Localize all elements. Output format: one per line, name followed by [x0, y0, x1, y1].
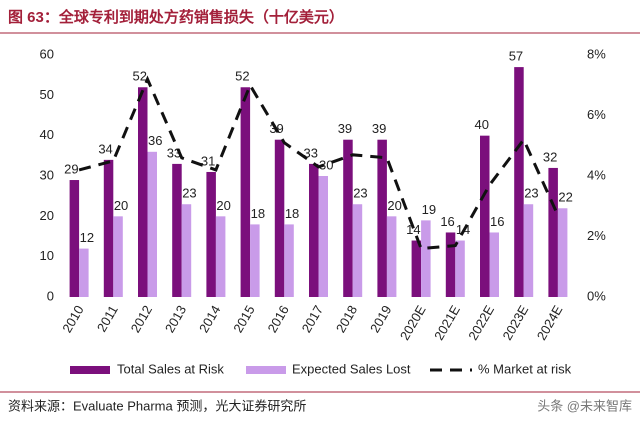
x-tick-label: 2010 — [59, 303, 86, 336]
x-tick-label: 2014 — [196, 303, 223, 336]
value-label: 20 — [387, 198, 401, 213]
bar — [489, 232, 499, 297]
value-label: 52 — [133, 69, 147, 84]
legend-label: Expected Sales Lost — [292, 361, 411, 376]
x-tick-label: 2015 — [230, 303, 257, 336]
bar — [103, 159, 114, 297]
legend-label: % Market at risk — [478, 361, 572, 376]
value-label: 36 — [148, 133, 162, 148]
y-tick-label: 40 — [40, 127, 54, 142]
bar — [309, 163, 319, 297]
bar — [514, 67, 524, 297]
bar — [548, 167, 558, 297]
value-label: 23 — [524, 186, 538, 201]
value-label: 33 — [304, 145, 318, 160]
value-label: 23 — [353, 186, 367, 201]
y-tick-label: 0 — [47, 288, 54, 303]
value-label: 39 — [338, 121, 352, 136]
x-tick-label: 2024E — [534, 302, 566, 342]
bar — [411, 240, 422, 297]
y2-tick-label: 2% — [587, 228, 606, 243]
value-label: 31 — [201, 153, 215, 168]
value-label: 29 — [64, 161, 78, 176]
source: 资料来源：Evaluate Pharma 预测，光大证券研究所 — [8, 398, 306, 413]
value-label: 52 — [235, 69, 249, 84]
bar — [386, 216, 397, 297]
bar — [377, 139, 387, 297]
watermark: 头条 @未来智库 — [537, 398, 632, 413]
bar — [147, 151, 157, 297]
value-label: 23 — [182, 186, 196, 201]
value-label: 20 — [114, 198, 128, 213]
bar — [172, 163, 182, 297]
value-label: 14 — [406, 222, 420, 237]
x-tick-label: 2021E — [431, 302, 463, 342]
bar — [421, 220, 431, 297]
bar — [181, 204, 192, 297]
chart-title: 图 63：全球专利到期处方药销售损失（十亿美元） — [8, 8, 344, 26]
y2-tick-label: 4% — [587, 167, 606, 182]
value-label: 30 — [319, 157, 333, 172]
bar — [274, 139, 285, 297]
bar — [69, 180, 80, 297]
bar — [138, 87, 148, 298]
y-tick-label: 30 — [40, 167, 54, 182]
value-label: 12 — [80, 230, 94, 245]
value-label: 34 — [98, 141, 112, 156]
bar — [79, 248, 89, 297]
legend-swatch — [246, 366, 286, 374]
x-tick-label: 2017 — [299, 303, 326, 336]
line — [78, 75, 560, 251]
bar — [240, 87, 251, 298]
value-label: 18 — [285, 206, 299, 221]
bar — [343, 139, 353, 297]
bar — [215, 216, 226, 297]
bar — [113, 216, 123, 297]
bar — [250, 224, 260, 297]
value-label: 32 — [543, 149, 557, 164]
bar — [523, 204, 534, 297]
x-tick-label: 2013 — [162, 303, 189, 336]
bar — [206, 171, 216, 297]
y2-tick-label: 0% — [587, 288, 606, 303]
value-label: 16 — [490, 214, 504, 229]
y-tick-label: 60 — [40, 46, 54, 61]
value-label: 19 — [422, 202, 436, 217]
x-tick-label: 2019 — [367, 303, 394, 336]
value-label: 18 — [251, 206, 265, 221]
legend-label: Total Sales at Risk — [117, 361, 224, 376]
bar — [445, 232, 456, 297]
value-label: 22 — [558, 190, 572, 205]
y-tick-label: 20 — [40, 208, 54, 223]
bar — [352, 204, 363, 297]
y2-tick-label: 8% — [587, 46, 606, 61]
x-tick-label: 2011 — [94, 303, 121, 335]
value-label: 20 — [216, 198, 230, 213]
value-label: 57 — [509, 49, 523, 64]
value-label: 40 — [475, 117, 489, 132]
bar — [455, 240, 465, 297]
bar — [480, 135, 490, 297]
y2-tick-label: 6% — [587, 107, 606, 122]
y-tick-label: 10 — [40, 248, 54, 263]
bar — [284, 224, 294, 297]
x-tick-label: 2022E — [465, 302, 497, 342]
value-label: 16 — [440, 214, 454, 229]
bar — [318, 176, 328, 297]
x-tick-label: 2020E — [397, 302, 429, 342]
y-tick-label: 50 — [40, 87, 54, 102]
x-tick-label: 2012 — [128, 303, 155, 336]
bar — [557, 208, 568, 297]
legend-swatch — [70, 366, 110, 374]
x-tick-label: 2018 — [333, 303, 360, 336]
x-tick-label: 2023E — [499, 302, 531, 342]
x-tick-label: 2016 — [264, 303, 291, 336]
value-label: 39 — [372, 121, 386, 136]
